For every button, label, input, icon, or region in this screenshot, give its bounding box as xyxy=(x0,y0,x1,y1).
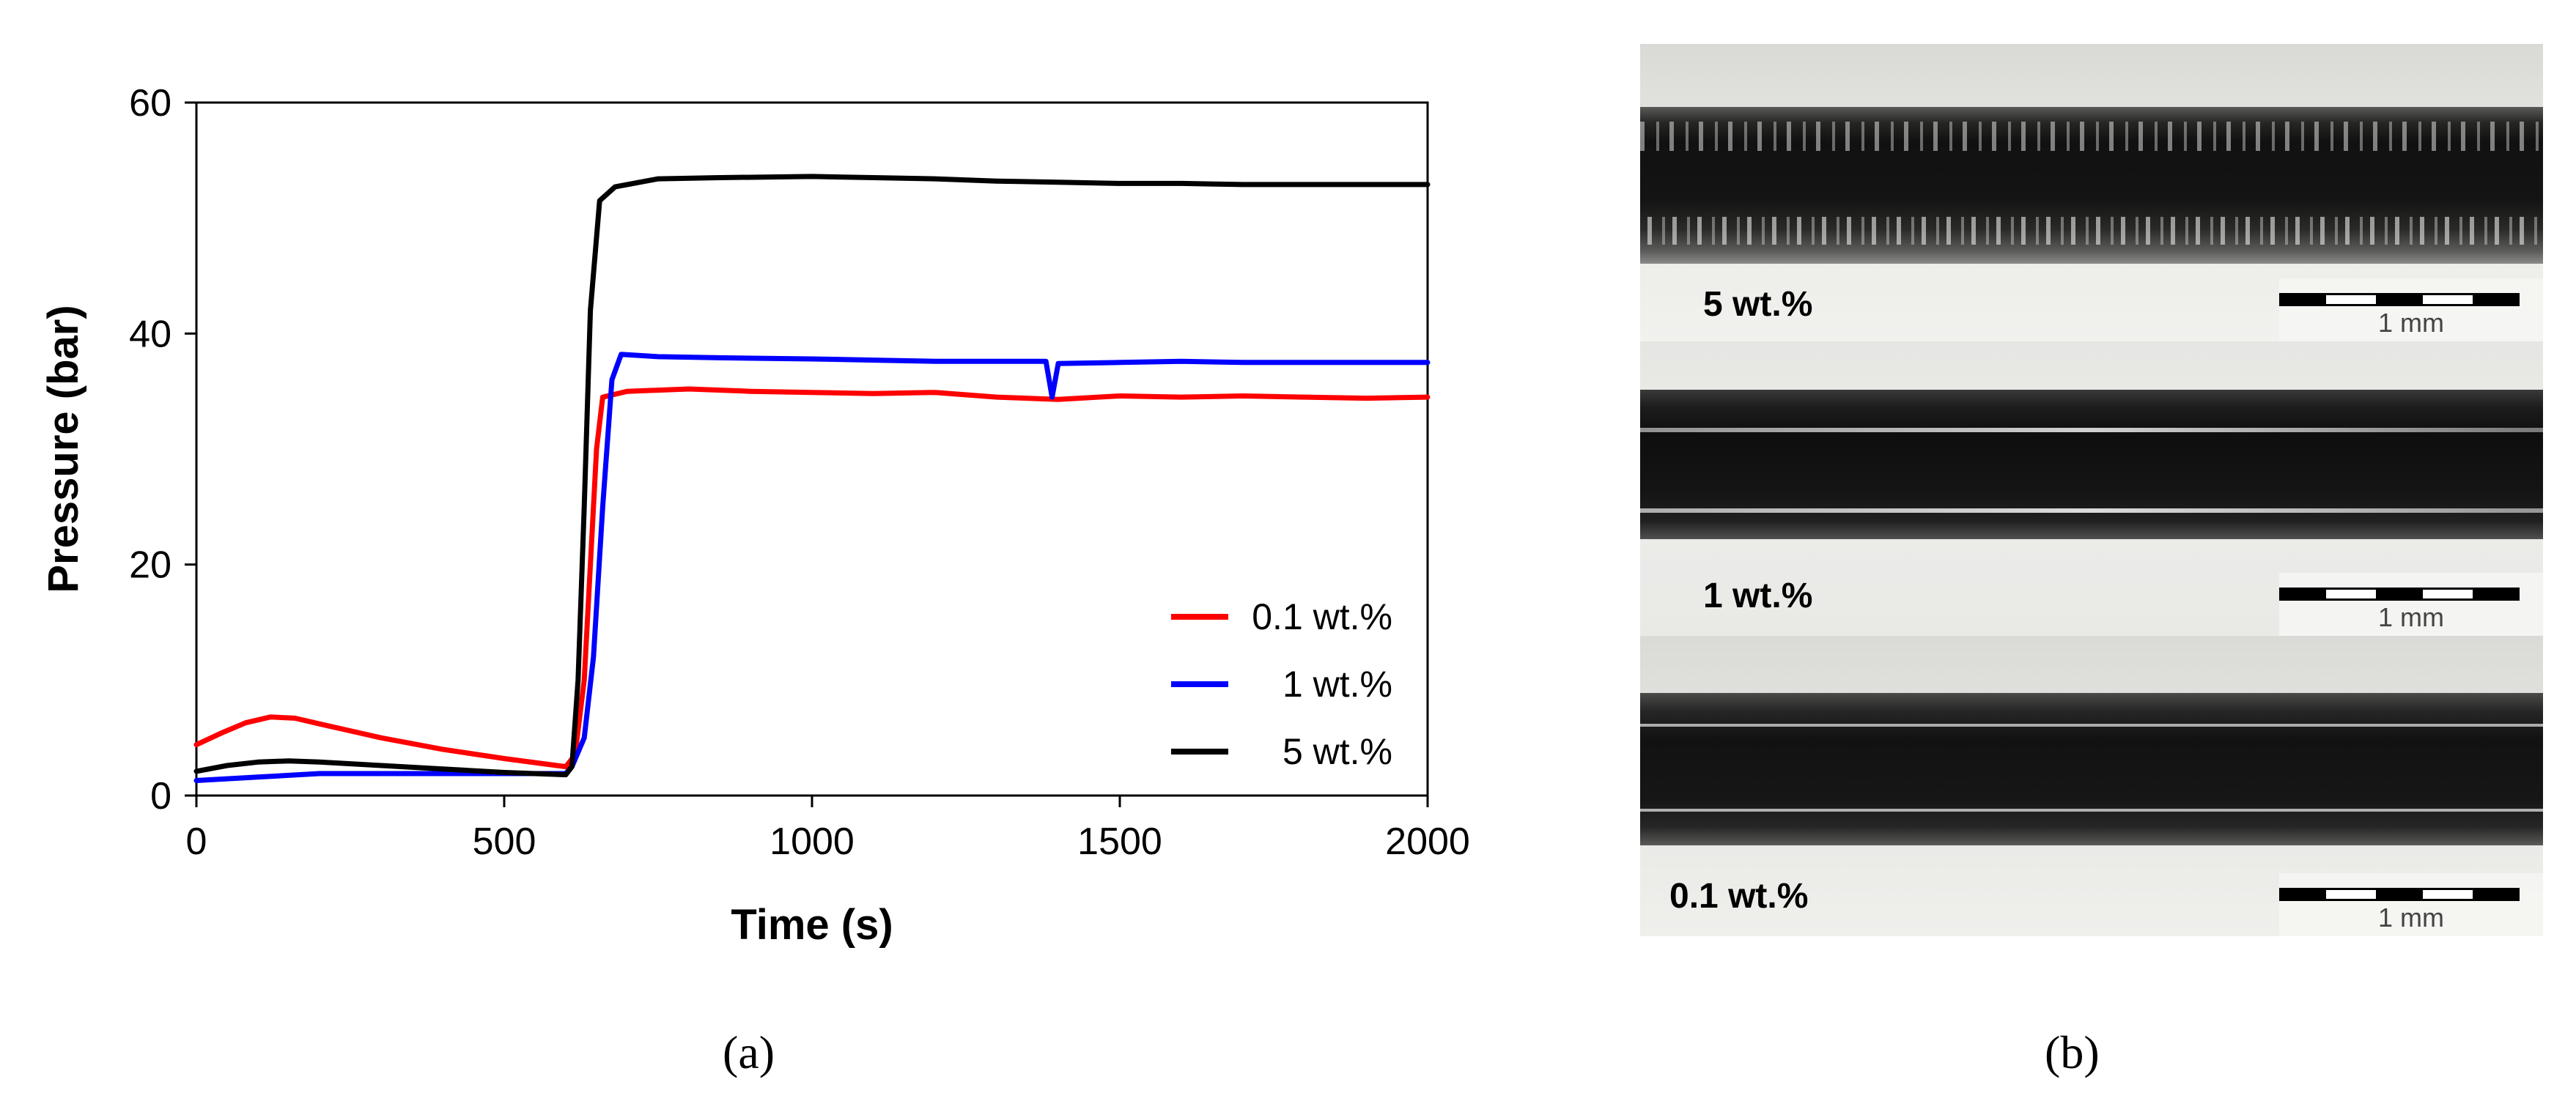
x-axis-ticks: 0 500 1000 1500 2000 xyxy=(186,796,1470,863)
scale-bar-label: 1 mm xyxy=(2378,602,2444,632)
x-axis-title: Time (s) xyxy=(731,901,893,949)
scale-bar: 1 mm xyxy=(2279,573,2543,636)
series-layer xyxy=(193,174,1431,783)
scale-bar: 1 mm xyxy=(2279,278,2543,341)
x-tick-label: 1000 xyxy=(770,820,855,863)
scale-bar-label: 1 mm xyxy=(2378,308,2444,338)
strip-label: 1 wt.% xyxy=(1703,577,1813,615)
series-line-2 xyxy=(193,174,1431,778)
y-tick-label: 60 xyxy=(129,82,171,125)
caption-a: (a) xyxy=(723,1026,775,1078)
scale-bar-label: 1 mm xyxy=(2378,902,2444,933)
y-tick-label: 20 xyxy=(129,544,171,587)
scale-bar: 1 mm xyxy=(2279,873,2543,936)
x-tick-label: 1500 xyxy=(1077,820,1162,863)
fiber-image xyxy=(1640,693,2543,845)
fiber-image xyxy=(1640,390,2543,539)
x-tick-label: 500 xyxy=(473,820,536,863)
y-tick-label: 0 xyxy=(150,775,171,818)
y-axis-ticks: 0 20 40 60 xyxy=(129,82,196,818)
micrograph-01wt: 0.1 wt.% 1 mm xyxy=(1640,636,2543,936)
y-axis-title: Pressure (bar) xyxy=(40,305,87,593)
strip-label: 0.1 wt.% xyxy=(1669,877,1809,916)
micrograph-1wt: 1 wt.% 1 mm xyxy=(1640,341,2543,636)
micrograph-5wt: 5 wt.% 1 mm xyxy=(1640,44,2543,341)
legend-label: 0.1 wt.% xyxy=(1252,596,1392,637)
legend-label: 5 wt.% xyxy=(1283,731,1392,772)
legend: 0.1 wt.% 1 wt.% 5 wt.% xyxy=(1171,596,1392,772)
caption-b: (b) xyxy=(2045,1026,2100,1078)
x-tick-label: 2000 xyxy=(1385,820,1470,863)
x-tick-label: 0 xyxy=(186,820,207,863)
series-line-0 xyxy=(193,386,1431,770)
micrograph-panel: 5 wt.% 1 mm 1 wt.% 1 mm 0.1 wt xyxy=(1640,44,2543,936)
legend-label: 1 wt.% xyxy=(1283,664,1392,705)
y-tick-label: 40 xyxy=(129,313,171,355)
series-line-1 xyxy=(193,352,1431,783)
plot-frame xyxy=(195,101,1429,797)
strip-label: 5 wt.% xyxy=(1703,285,1813,324)
